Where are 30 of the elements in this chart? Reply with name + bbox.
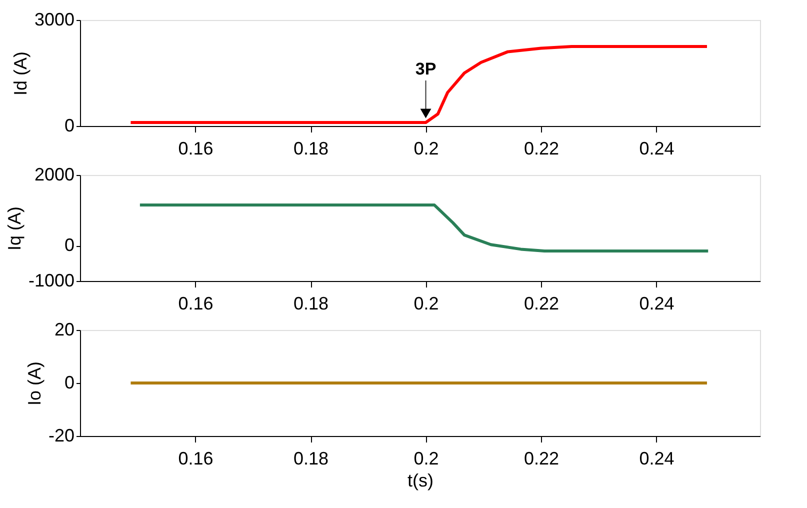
- x-tick-label: 0.18: [293, 448, 329, 468]
- x-tick-label: 0.2: [414, 294, 439, 314]
- y-tick-label: 0: [64, 116, 74, 136]
- x-tick-label: 0.22: [524, 138, 560, 158]
- y-tick-label: -20: [48, 426, 74, 446]
- y-tick-label: 3000: [34, 10, 74, 30]
- x-tick-label: 0.2: [414, 448, 439, 468]
- y-tick-label: -1000: [28, 270, 74, 290]
- y-tick-label: 20: [54, 320, 74, 340]
- x-tick-label: 0.2: [414, 138, 439, 158]
- y-axis-title: Iq (A): [4, 206, 24, 251]
- x-tick-label: 0.24: [639, 294, 674, 314]
- x-tick-label: 0.22: [524, 294, 560, 314]
- x-tick-label: 0.16: [178, 294, 214, 314]
- y-axis-title: Id (A): [10, 51, 30, 96]
- y-axis-title: Io (A): [24, 361, 44, 406]
- y-tick-label: 2000: [34, 164, 74, 184]
- x-tick-label: 0.18: [293, 138, 329, 158]
- x-tick-label: 0.22: [524, 448, 560, 468]
- y-tick-label: 0: [64, 372, 74, 392]
- x-tick-label: 0.24: [639, 448, 674, 468]
- x-tick-label: 0.16: [178, 448, 214, 468]
- x-tick-label: 0.18: [293, 294, 329, 314]
- annotation: 3P: [415, 59, 436, 78]
- x-tick-label: 0.16: [178, 138, 214, 158]
- x-axis-title: t(s): [408, 470, 434, 490]
- line-series: [129, 45, 708, 124]
- x-tick-label: 0.24: [639, 138, 674, 158]
- y-tick-label: 0: [64, 235, 74, 256]
- line-series: [138, 204, 710, 252]
